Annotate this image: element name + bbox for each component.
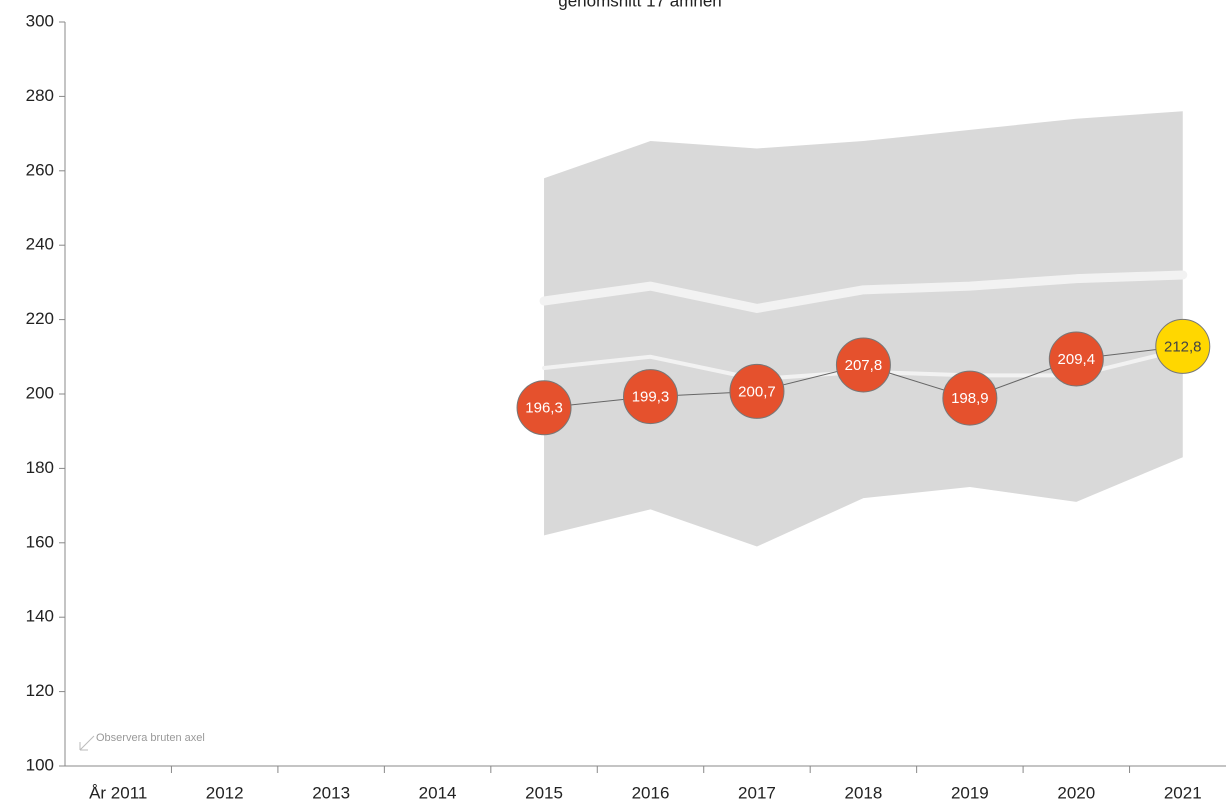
chart-title: genomsnitt 17 ämnen [558, 0, 722, 10]
y-tick-label: 100 [26, 755, 54, 774]
x-tick-label: År 2011 [89, 783, 147, 802]
data-point [835, 337, 891, 393]
x-tick-label: 2012 [206, 783, 244, 802]
data-point [1155, 318, 1211, 374]
x-tick-label: 2017 [738, 783, 776, 802]
x-tick-label: 2015 [525, 783, 563, 802]
data-point [729, 363, 785, 419]
reference-line [539, 270, 1188, 313]
y-tick-label: 300 [26, 11, 54, 30]
y-tick-label: 160 [26, 532, 54, 551]
data-point [623, 369, 678, 425]
y-tick-label: 280 [26, 86, 54, 105]
y-tick-label: 120 [26, 681, 54, 700]
y-tick-label: 140 [26, 607, 54, 626]
data-label: 196,3 [525, 400, 563, 417]
data-label: 198,9 [951, 390, 989, 407]
y-tick-label: 220 [26, 309, 54, 328]
x-tick-label: 2018 [844, 783, 882, 802]
y-tick-label: 240 [26, 235, 54, 254]
x-tick-label: 2016 [632, 783, 670, 802]
annotation-arrow [79, 735, 95, 751]
data-point [1048, 331, 1104, 387]
data-label: 212,8 [1164, 338, 1202, 355]
data-label: 199,3 [632, 389, 670, 406]
data-label: 209,4 [1058, 351, 1096, 368]
data-point [942, 370, 998, 426]
data-point [516, 380, 572, 436]
annotation: Observera bruten axel [96, 732, 205, 744]
x-tick-label: 2021 [1164, 783, 1202, 802]
x-tick-label: 2014 [419, 783, 457, 802]
x-tick-label: 2019 [951, 783, 989, 802]
confidence-band [544, 111, 1183, 547]
data-label: 200,7 [738, 383, 776, 400]
y-tick-label: 180 [26, 458, 54, 477]
y-tick-label: 260 [26, 160, 54, 179]
x-tick-label: 2020 [1057, 783, 1095, 802]
data-label: 207,8 [845, 357, 883, 374]
y-tick-label: 200 [26, 383, 54, 402]
x-tick-label: 2013 [312, 783, 350, 802]
